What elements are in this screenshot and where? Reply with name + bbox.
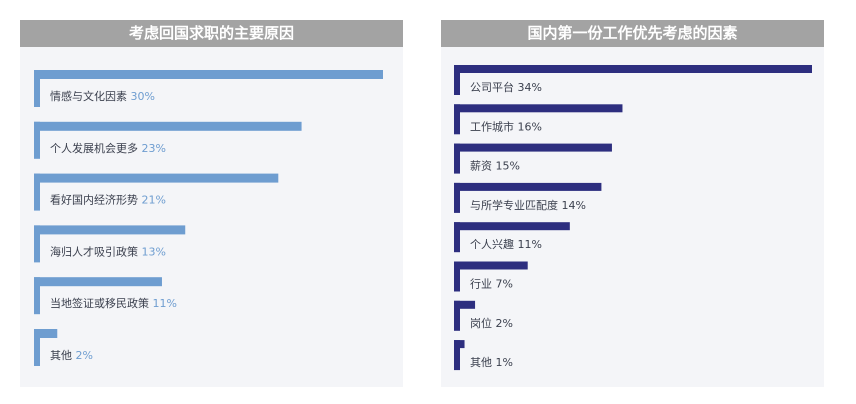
category-label-4: 与所学专业匹配度 — [470, 198, 558, 212]
value-label-2: 16% — [514, 120, 542, 133]
bar-3 — [454, 143, 612, 152]
bar-label-1: 情感与文化因素 30% — [50, 89, 155, 103]
bar-6 — [34, 329, 58, 338]
bar-4 — [34, 225, 186, 235]
bar-stem-2 — [34, 121, 40, 159]
bar-4 — [454, 182, 602, 191]
bar-stem-4 — [34, 225, 40, 263]
bar-stem-3 — [34, 173, 40, 211]
left-chart-title: 考虑回国求职的主要原因 — [20, 20, 403, 47]
value-label-1: 30% — [127, 90, 155, 103]
bar-1 — [34, 70, 383, 79]
bar-stem-6 — [34, 329, 40, 366]
bar-stem-1 — [34, 70, 40, 107]
value-label-6: 2% — [72, 349, 93, 362]
bar-stem-6 — [454, 261, 460, 292]
value-label-1: 34% — [514, 81, 542, 94]
bar-label-2: 工作城市 16% — [470, 119, 542, 133]
category-label-6: 其他 — [50, 349, 72, 362]
value-label-3: 15% — [492, 160, 520, 173]
bar-2 — [34, 121, 302, 131]
right-chart-title: 国内第一份工作优先考虑的因素 — [441, 20, 824, 47]
value-label-2: 23% — [138, 142, 166, 155]
bar-label-3: 看好国内经济形势 21% — [50, 193, 166, 207]
category-label-3: 薪资 — [470, 160, 492, 173]
bar-label-2: 个人发展机会更多 23% — [50, 141, 166, 155]
category-label-5: 当地签证或移民政策 — [50, 296, 149, 310]
bar-label-5: 当地签证或移民政策 11% — [50, 296, 177, 310]
bar-1 — [454, 65, 812, 73]
value-label-5: 11% — [149, 297, 177, 310]
category-label-7: 岗位 — [470, 316, 492, 330]
bar-stem-8 — [454, 340, 460, 371]
bar-stem-4 — [454, 182, 460, 213]
category-label-8: 其他 — [470, 356, 492, 369]
bar-stem-5 — [34, 277, 40, 315]
category-label-6: 行业 — [470, 278, 492, 291]
bar-label-1: 公司平台 34% — [470, 80, 542, 94]
bar-3 — [34, 173, 279, 183]
value-label-4: 14% — [558, 199, 586, 212]
bar-stem-7 — [454, 300, 460, 331]
category-label-2: 个人发展机会更多 — [50, 141, 138, 155]
category-label-3: 看好国内经济形势 — [50, 193, 138, 207]
bar-label-6: 行业 7% — [470, 278, 513, 291]
bar-stem-3 — [454, 143, 460, 174]
value-label-7: 2% — [492, 317, 513, 330]
category-label-1: 情感与文化因素 — [50, 89, 127, 103]
bar-7 — [454, 300, 476, 309]
category-label-4: 海归人才吸引政策 — [50, 244, 138, 258]
left-chart-plot: 情感与文化因素 30% 个人发展机会更多 23% 看好国内经济形势 21% 海归人才吸… — [34, 70, 383, 366]
bar-label-4: 海归人才吸引政策 13% — [50, 244, 166, 258]
bar-6 — [454, 261, 528, 270]
bar-label-6: 其他 2% — [50, 349, 93, 362]
category-label-2: 工作城市 — [470, 119, 514, 133]
value-label-5: 11% — [514, 238, 542, 251]
right-chart-panel: 国内第一份工作优先考虑的因素 公司平台 34% 工作城市 16% 薪资 15% 与所学… — [441, 20, 824, 387]
bar-label-7: 岗位 2% — [470, 316, 513, 330]
bar-stem-1 — [454, 65, 460, 95]
bar-5 — [454, 222, 570, 231]
left-chart-panel: 考虑回国求职的主要原因 情感与文化因素 30% 个人发展机会更多 23% 看好国内经… — [20, 20, 403, 387]
value-label-6: 7% — [492, 278, 513, 291]
value-label-8: 1% — [492, 356, 513, 369]
category-label-1: 公司平台 — [470, 80, 514, 94]
value-label-4: 13% — [138, 245, 166, 258]
right-chart-plot: 公司平台 34% 工作城市 16% 薪资 15% 与所学专业匹配度 14% 个人兴趣 1… — [454, 65, 812, 371]
bar-5 — [34, 277, 162, 287]
bar-label-4: 与所学专业匹配度 14% — [470, 198, 586, 212]
bar-2 — [454, 104, 623, 113]
category-label-5: 个人兴趣 — [470, 237, 514, 251]
bar-label-8: 其他 1% — [470, 356, 513, 369]
bar-stem-2 — [454, 104, 460, 135]
bar-stem-5 — [454, 222, 460, 253]
bar-label-3: 薪资 15% — [470, 160, 520, 173]
value-label-3: 21% — [138, 194, 166, 207]
bar-label-5: 个人兴趣 11% — [470, 237, 542, 251]
